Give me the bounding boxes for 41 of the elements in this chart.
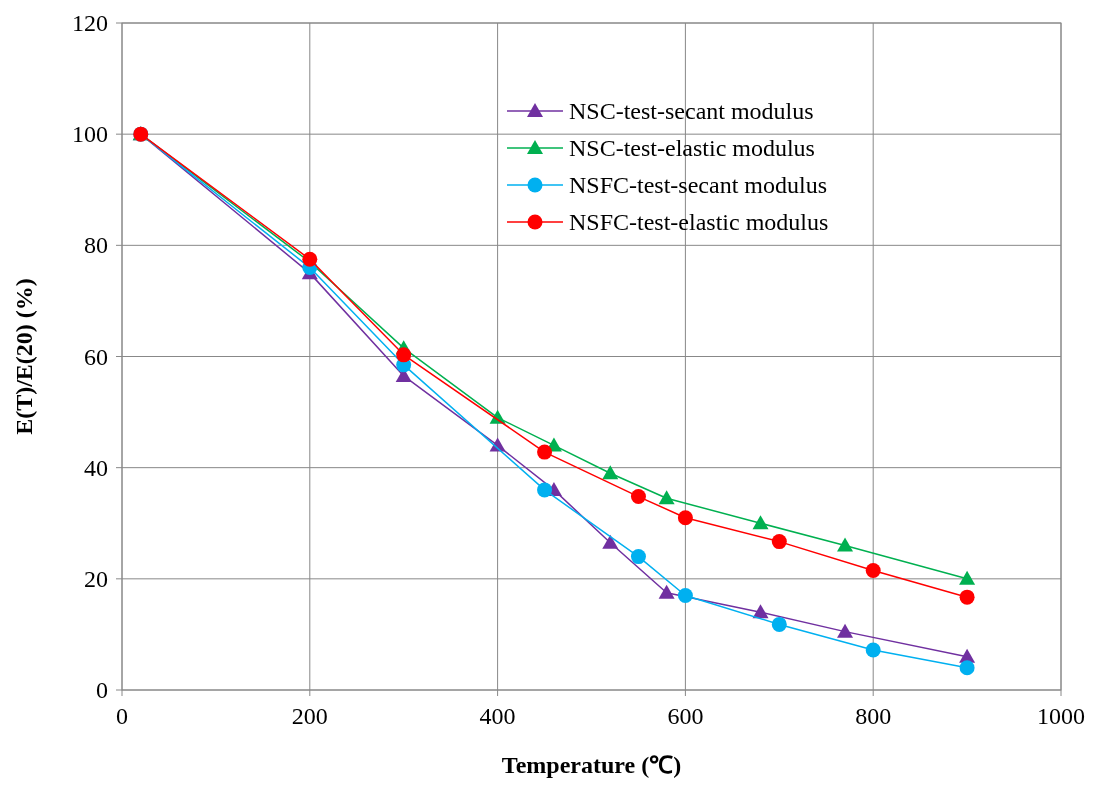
y-axis-title: E(T)/E(20) (%) xyxy=(11,278,37,435)
x-tick-label: 600 xyxy=(667,703,704,729)
point xyxy=(771,534,787,550)
y-tick-label: 20 xyxy=(84,565,108,592)
legend-label: NSFC-test-elastic modulus xyxy=(568,209,829,235)
x-tick-label: 400 xyxy=(479,703,516,729)
x-tick-label: 1000 xyxy=(1037,703,1085,729)
point xyxy=(602,465,619,480)
point xyxy=(959,660,975,676)
point xyxy=(752,515,769,530)
point xyxy=(865,642,881,658)
point xyxy=(630,489,646,505)
point xyxy=(959,570,976,585)
legend-label: NSC-test-elastic modulus xyxy=(568,135,815,161)
point xyxy=(396,347,412,363)
point xyxy=(837,537,854,552)
y-tick-label: 80 xyxy=(84,232,108,259)
point xyxy=(658,584,675,599)
point xyxy=(677,588,693,604)
x-tick-label: 200 xyxy=(291,703,328,729)
point xyxy=(865,563,881,578)
x-tick-label: 0 xyxy=(116,703,128,729)
y-tick-label: 60 xyxy=(84,343,108,370)
point xyxy=(959,589,975,605)
point xyxy=(658,490,675,505)
legend-label: NSC-test-secant modulus xyxy=(568,98,814,124)
point xyxy=(630,549,646,565)
point xyxy=(771,616,787,632)
x-axis-title: Temperature (℃) xyxy=(501,752,682,778)
y-tick-label: 40 xyxy=(84,454,108,481)
point xyxy=(677,510,693,526)
point xyxy=(837,623,854,638)
point xyxy=(537,444,553,460)
y-tick-label: 0 xyxy=(96,677,108,703)
point xyxy=(537,482,553,498)
x-tick-label: 800 xyxy=(855,703,892,729)
point xyxy=(752,604,769,619)
y-tick-label: 120 xyxy=(72,10,108,36)
y-tick-label: 100 xyxy=(72,121,108,148)
legend-label: NSFC-test-secant modulus xyxy=(568,172,827,198)
point xyxy=(602,534,619,549)
